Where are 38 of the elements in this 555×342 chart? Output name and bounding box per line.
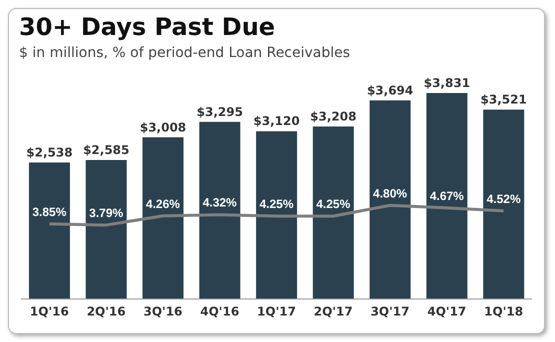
bar [256,131,298,299]
bar [86,160,127,299]
bar [370,100,411,299]
x-tick-label: 3Q'17 [370,304,410,319]
data-label: 4.32% [202,196,238,210]
x-tick-label: 2Q'17 [314,304,353,319]
data-label: 4.67% [430,188,464,203]
x-tick-label: 1Q'18 [484,304,524,319]
data-label: 4.52% [486,192,521,206]
data-label: 4.26% [146,196,180,211]
x-tick-label: 4Q'16 [200,304,240,319]
data-label: 3.79% [89,206,124,220]
data-label: $3,831 [424,76,470,90]
data-label: $2,585 [83,143,130,157]
x-tick-label: 4Q'17 [427,304,466,319]
data-label: $3,521 [480,92,527,107]
data-label: $3,694 [366,83,414,98]
x-tick-label: 1Q'17 [257,304,296,319]
chart-subtitle: $ in millions, % of period-end Loan Receivables [19,45,350,61]
data-label: $3,208 [310,110,356,124]
data-label: $3,008 [140,120,186,134]
x-tick-label: 3Q'16 [143,304,182,319]
data-label: 4.80% [373,186,408,200]
bar [142,137,184,299]
bar [483,110,524,299]
data-label: $2,538 [26,146,73,160]
x-tick-label: 1Q'16 [30,304,69,319]
chart-title: 30+ Days Past Due [19,13,276,41]
data-label: 4.25% [259,197,294,212]
bar [199,122,240,299]
bar [312,126,354,299]
bar [28,162,70,299]
data-label: 4.25% [316,197,351,212]
x-tick-label: 2Q'16 [86,304,126,319]
data-label: 3.85% [32,204,67,219]
data-label: $3,295 [196,104,243,119]
bar [426,93,468,299]
data-label: $3,120 [253,114,300,128]
